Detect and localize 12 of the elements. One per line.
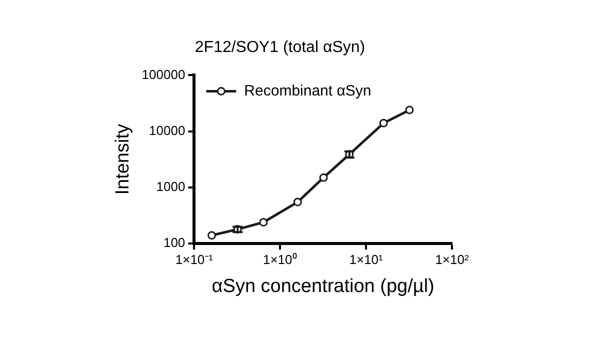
chart-title: 2F12/SOY1 (total αSyn): [194, 39, 366, 56]
x-tick-label: 1×10⁰: [262, 252, 298, 267]
y-tick-label: 10000: [149, 122, 186, 138]
y-tick-label: 100: [163, 235, 186, 250]
x-tick-label: 1×10¹: [349, 252, 384, 267]
y-axis-title: Intensity: [112, 124, 134, 195]
legend-label: Recombinant αSyn: [244, 82, 372, 100]
x-axis-title: αSyn concentration (pg/µl): [212, 276, 434, 297]
y-tick-label: 1000: [156, 179, 186, 194]
y-tick-label: 100000: [142, 66, 186, 82]
x-tick-label: 1×10⁻¹: [175, 252, 214, 267]
x-tick-label: 1×10²: [435, 252, 470, 267]
